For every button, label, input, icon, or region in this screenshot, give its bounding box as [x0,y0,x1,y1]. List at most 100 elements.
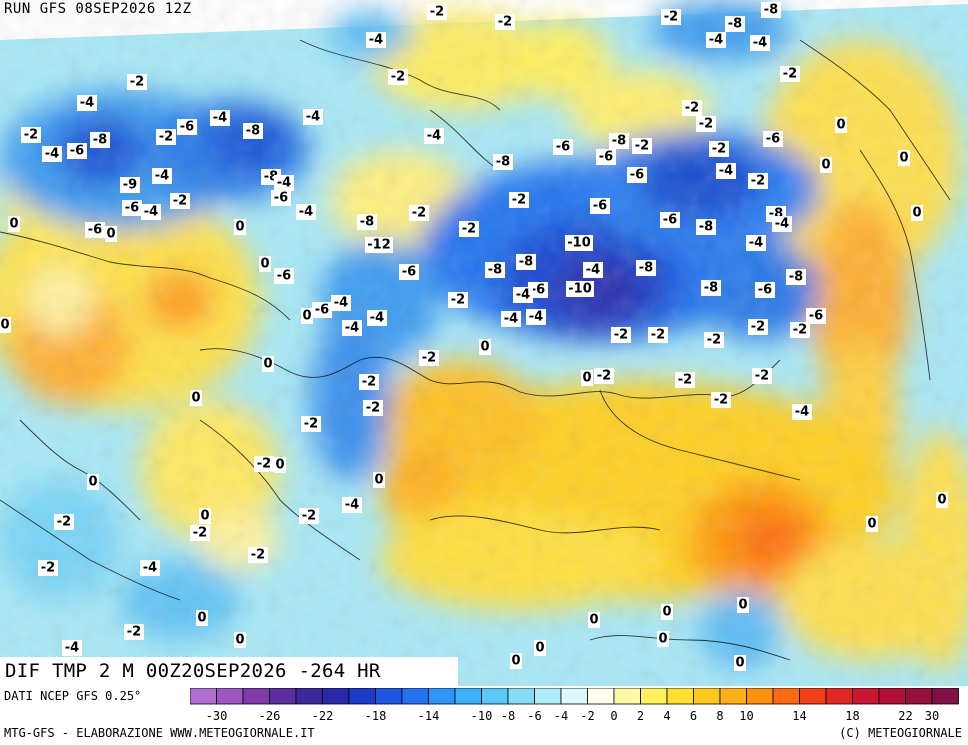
contour-label-bg [911,205,923,221]
contour-label: -8 [360,215,374,230]
legend-swatch [587,688,615,705]
contour-label: 0 [88,475,97,490]
legend-swatch [693,688,721,705]
contour-label: -4 [586,263,600,278]
contour-label-bg [566,281,594,297]
run-title: RUN GFS 08SEP2026 12Z [4,1,192,17]
contour-label: 0 [511,654,520,669]
contour-label: -4 [369,33,383,48]
contour-label-bg [660,212,680,228]
contour-label-bg [763,131,783,147]
contour-label-bg [820,157,832,173]
contour-label-bg [424,128,444,144]
contour-label-bg [790,322,810,338]
contour-labels: -2 -2 -8 -8 -2 -4 -4 -4 -2 -2 -2 -4 -2 -4 -2 -4 -6 -8 -2 -2… [0,2,948,671]
contour-label: -2 [366,401,380,416]
contour-label: 0 [836,118,845,133]
contour-label-bg [156,129,176,145]
contour-label-bg [210,110,230,126]
legend-swatch [560,688,588,705]
contour-label: 0 [0,318,9,333]
contour-label-bg [725,16,745,32]
legend-tick-label: -18 [365,709,387,723]
legend-swatch [905,688,933,705]
contour-label-bg [898,150,910,166]
legend-swatch [269,688,297,705]
contour-label: -2 [422,351,436,366]
contour-label-bg [661,9,681,25]
contour-label: -2 [391,70,405,85]
contour-label-bg [312,302,332,318]
contour-label: 0 [735,656,744,671]
contour-label: -2 [130,75,144,90]
contour-label: -2 [127,625,141,640]
contour-label: 0 [197,611,206,626]
contour-label: -8 [704,281,718,296]
contour-label-bg [342,320,362,336]
credit-left: MTG-GFS - ELABORAZIONE WWW.METEOGIORNALE… [4,726,315,740]
contour-label: -6 [766,132,780,147]
contour-label: -6 [180,120,194,135]
contour-label-bg [427,4,447,20]
contour-label-bg [120,177,140,193]
contour-label-bg [752,368,772,384]
credit-right: (C) METEOGIORNALE [839,726,962,740]
contour-label: -6 [758,283,772,298]
contour-label: 0 [235,633,244,648]
legend-swatch [401,688,429,705]
contour-label-bg [85,222,105,238]
contour-label-bg [42,146,62,162]
contour-label-bg [234,632,246,648]
contour-label-bg [190,525,210,541]
contour-label: -4 [427,129,441,144]
legend-tick-label: 8 [716,709,723,723]
legend-tick-label: 6 [690,709,697,723]
contour-label: -4 [749,236,763,251]
contour-label-bg [262,356,274,372]
valid-title-box [0,657,458,686]
contour-label-bg [594,368,614,384]
contour-label: -8 [789,270,803,285]
contour-label: -2 [699,117,713,132]
legend-tick-label: 10 [739,709,753,723]
contour-label-bg [648,327,668,343]
contour-label-bg [936,492,948,508]
contour-label: 0 [275,458,284,473]
contour-label: 0 [235,220,244,235]
contour-label-bg [501,311,521,327]
contour-label: -2 [751,320,765,335]
contour-label-bg [590,198,610,214]
contour-label: -8 [764,3,778,18]
contour-label-bg [772,216,792,232]
contour-label: 0 [200,509,209,524]
legend-tick-label: -22 [312,709,334,723]
contour-label-bg [357,214,377,230]
contour-label-bg [835,117,847,133]
contour-label: -2 [714,393,728,408]
contour-label-bg [141,204,161,220]
contour-label-bg [122,200,142,216]
contour-label-bg [588,612,600,628]
contour-label: 0 [106,227,115,242]
legend-swatch [190,688,217,705]
contour-label-bg [365,237,393,253]
contour-label: -6 [809,309,823,324]
legend-swatch [799,688,827,705]
legend-swatch [295,688,323,705]
legend-tick-label: 30 [925,709,939,723]
contour-label: -6 [630,168,644,183]
contour-label: -4 [370,311,384,326]
contour-label-bg [526,309,546,325]
contour-label-bg [448,292,468,308]
legend-swatch [534,688,562,705]
contour-label: -2 [712,142,726,157]
contour-label: 0 [658,632,667,647]
contour-label: -4 [709,33,723,48]
contour-label-bg [419,350,439,366]
contour-label-bg [495,14,515,30]
contour-label-bg [596,149,616,165]
contour-label: -8 [93,133,107,148]
contour-label-bg [152,168,172,184]
contour-label: -2 [651,328,665,343]
contour-label: -2 [304,417,318,432]
